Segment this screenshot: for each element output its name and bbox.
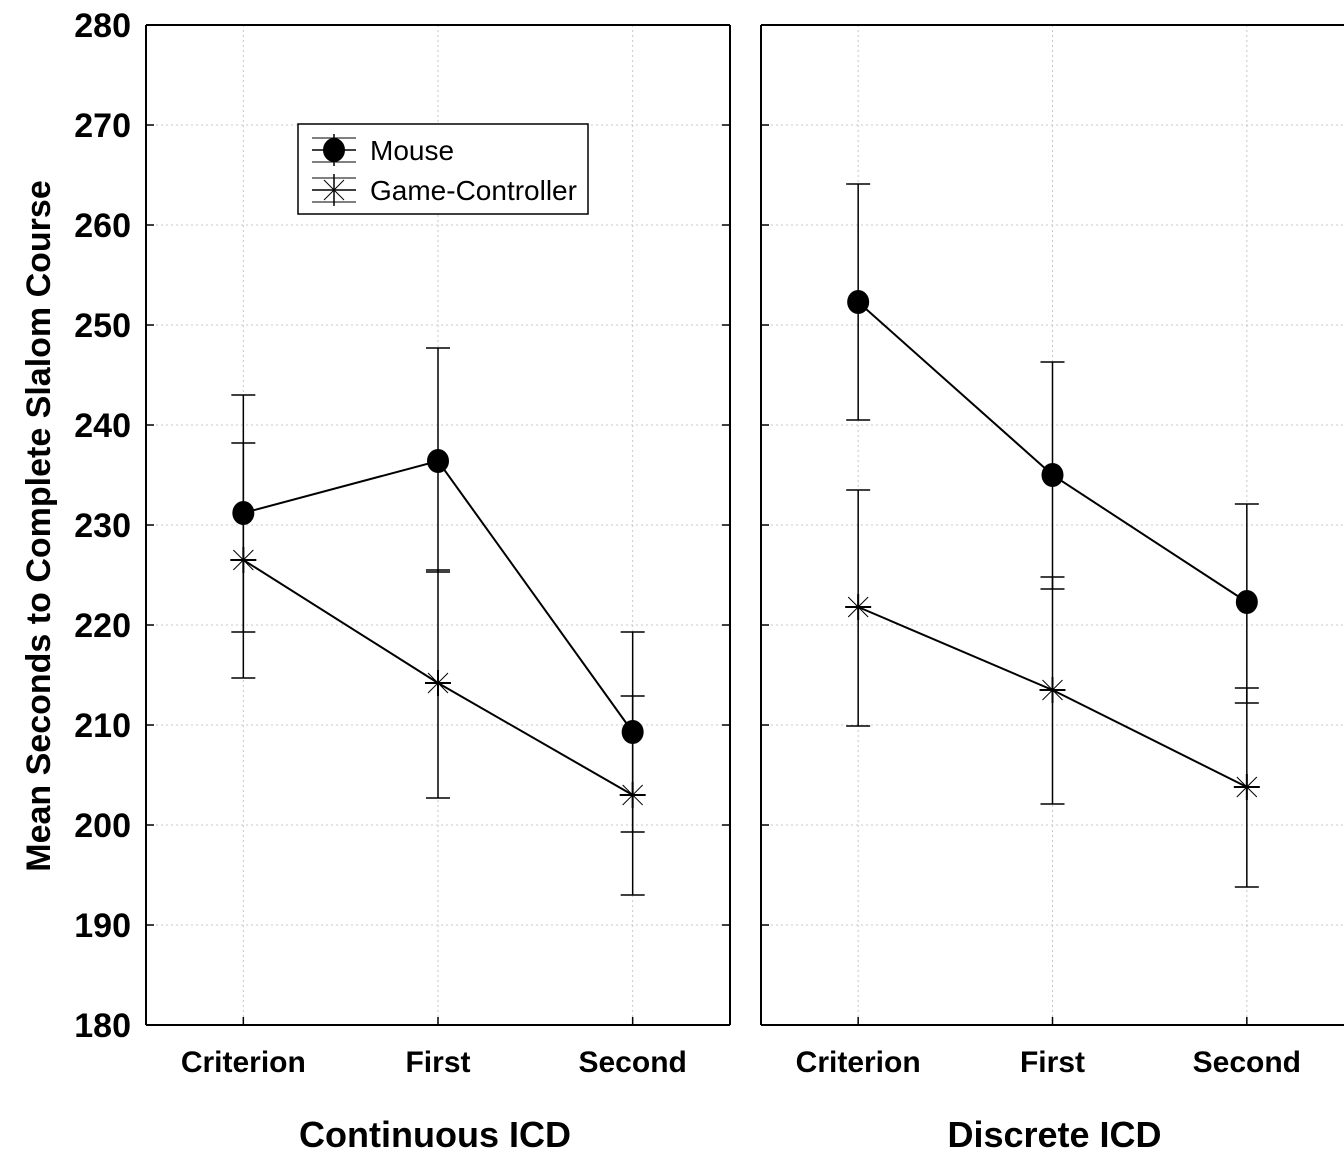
y-tick-label: 180 <box>74 1007 131 1045</box>
y-tick-label: 230 <box>74 507 131 545</box>
y-tick-label: 270 <box>74 107 131 145</box>
panel-2: Criterion First Second Discrete ICD <box>760 24 1344 1154</box>
data-point-circle <box>1235 590 1258 614</box>
data-point-circle <box>1041 463 1064 487</box>
legend-entry: Mouse <box>312 134 454 166</box>
legend-label: Mouse <box>370 135 454 166</box>
y-tick-label: 240 <box>74 407 131 445</box>
y-tick-label: 190 <box>74 907 131 945</box>
legend-entry: Game-Controller <box>312 174 577 206</box>
x-tick-label: First <box>1020 1046 1085 1079</box>
plot-area: 180 190 200 210 220 230 240 250 260 270 280 Criteri… <box>74 7 1344 1154</box>
star-stroke <box>232 549 254 571</box>
x-tick-label: Second <box>1193 1046 1301 1079</box>
x-tick-label: Criterion <box>181 1046 306 1079</box>
panel-1: Criterion First Second Continuous ICD <box>145 24 731 1154</box>
y-tick-label: 280 <box>74 7 131 45</box>
series-game-controller <box>230 442 646 896</box>
star-stroke <box>1236 776 1258 798</box>
data-point-star <box>1039 677 1066 703</box>
x-tick-label: Criterion <box>796 1046 921 1079</box>
panel-label: Discrete ICD <box>947 1114 1161 1154</box>
y-tick-label: 200 <box>74 807 131 845</box>
star-stroke <box>622 784 644 806</box>
series-game-controller <box>845 489 1260 888</box>
data-point-star <box>1233 774 1260 800</box>
data-point-star <box>619 782 646 808</box>
data-point-star <box>845 594 872 620</box>
panel-label: Continuous ICD <box>299 1114 571 1154</box>
data-point-circle <box>427 449 449 473</box>
legend-marker-circle <box>323 138 345 162</box>
x-tick-label: First <box>405 1046 470 1079</box>
y-tick-label: 220 <box>74 607 131 645</box>
data-point-star <box>230 547 257 573</box>
y-tick-label: 210 <box>74 707 131 745</box>
star-stroke <box>847 596 869 618</box>
y-tick-label: 260 <box>74 207 131 245</box>
data-point-circle <box>847 290 870 314</box>
legend-label: Game-Controller <box>370 175 577 206</box>
legend-marker-star <box>323 179 345 201</box>
y-axis-title: Mean Seconds to Complete Slalom Course <box>20 180 58 871</box>
legend: Mouse Game-Controller <box>297 123 589 215</box>
star-stroke <box>1042 679 1063 701</box>
legend-box <box>297 123 589 215</box>
data-point-star <box>425 670 451 696</box>
star-stroke <box>427 672 449 694</box>
y-tick-label: 250 <box>74 307 131 345</box>
x-tick-label: Second <box>578 1046 686 1079</box>
